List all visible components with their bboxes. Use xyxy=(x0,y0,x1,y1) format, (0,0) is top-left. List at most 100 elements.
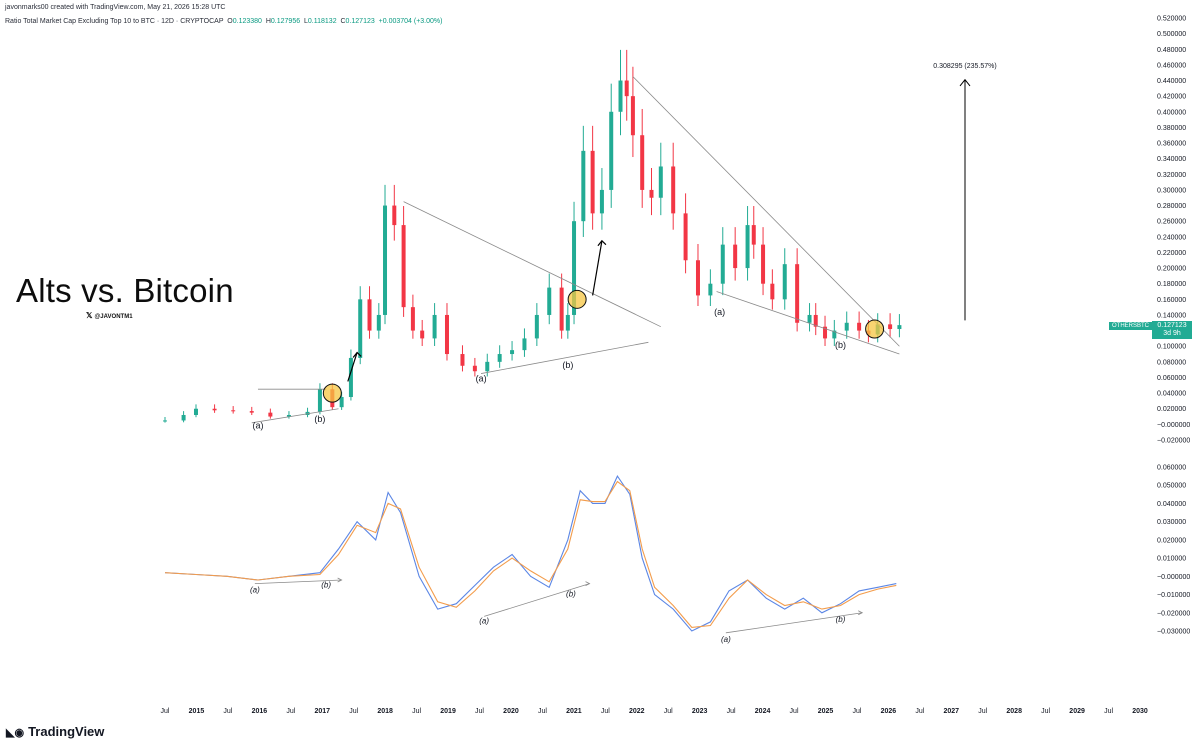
candle-body xyxy=(522,338,527,351)
candle-body xyxy=(857,322,862,331)
time-axis-tick: Jul xyxy=(915,708,924,715)
oscillator-axis-tick: 0.040000 xyxy=(1157,501,1186,508)
oscillator-axis-tick: 0.050000 xyxy=(1157,483,1186,490)
candle-body xyxy=(565,314,570,331)
oscillator-axis-tick: 0.020000 xyxy=(1157,537,1186,544)
low-value: 0.118132 xyxy=(307,18,337,25)
price-axis-tick: 0.400000 xyxy=(1157,109,1186,116)
time-axis-tick: 2030 xyxy=(1132,708,1148,715)
breakout-arrow xyxy=(592,239,607,296)
candle-body xyxy=(658,166,663,198)
oscillator-wave-label: (a) xyxy=(250,586,260,595)
bar-countdown: 3d 9h xyxy=(1163,330,1181,337)
candle-body xyxy=(708,283,713,296)
candle-body xyxy=(510,350,515,355)
candle-body xyxy=(444,314,449,355)
low-label: L xyxy=(304,18,308,25)
time-axis-tick: 2023 xyxy=(692,708,708,715)
change-value: +0.003704 (+3.00%) xyxy=(378,18,443,25)
candle-body xyxy=(807,314,812,323)
oscillator-axis-tick: 0.010000 xyxy=(1157,556,1186,563)
oscillator-wave-label: (b) xyxy=(566,589,576,598)
time-axis-tick: Jul xyxy=(538,708,547,715)
breakout-circle xyxy=(322,383,342,403)
symbol-price-tag: OTHERSBTC xyxy=(1109,322,1153,330)
time-axis-tick: Jul xyxy=(349,708,358,715)
candle-body xyxy=(761,244,766,284)
high-value: 0.127956 xyxy=(270,18,301,25)
candle-body xyxy=(624,80,629,97)
time-axis-tick: Jul xyxy=(223,708,232,715)
oscillator-axis-tick: −0.010000 xyxy=(1157,592,1190,599)
candle-body xyxy=(795,264,800,323)
candle-body xyxy=(599,189,604,214)
current-price: 0.127123 xyxy=(1157,322,1187,329)
candle-body xyxy=(547,287,552,315)
time-axis-tick: Jul xyxy=(664,708,673,715)
candle-body xyxy=(401,225,406,308)
wave-label: (a) xyxy=(476,373,487,383)
candle-body xyxy=(832,330,837,339)
price-axis-tick: 0.520000 xyxy=(1157,16,1186,23)
candle-body xyxy=(630,96,635,136)
candle-body xyxy=(695,260,700,296)
candle-body xyxy=(581,150,586,222)
trendline-arrowhead xyxy=(337,577,343,583)
oscillator-axis-tick: −0.000000 xyxy=(1157,574,1190,581)
price-axis-tick: 0.060000 xyxy=(1157,375,1186,382)
time-axis-tick: 2020 xyxy=(503,708,519,715)
trendline-arrowhead xyxy=(585,581,591,586)
candle-body xyxy=(348,357,353,398)
support-trendline xyxy=(251,408,339,424)
time-axis-tick: 2016 xyxy=(252,708,268,715)
candle-body xyxy=(485,361,490,372)
breakout-circle xyxy=(865,319,885,339)
candle-body xyxy=(286,414,291,417)
candle-body xyxy=(376,314,381,331)
candle-body xyxy=(460,354,465,366)
candle-body xyxy=(823,326,828,339)
price-axis-tick: 0.440000 xyxy=(1157,78,1186,85)
x-logo-icon: 𝕏 xyxy=(86,311,93,320)
candle-body xyxy=(733,244,738,269)
time-axis-tick: 2019 xyxy=(440,708,456,715)
candle-body xyxy=(745,225,750,269)
candle-body xyxy=(897,325,902,330)
candle-body xyxy=(649,189,654,198)
oscillator-wave-label: (a) xyxy=(721,635,731,644)
breakout-circle xyxy=(567,289,587,309)
time-axis-tick: Jul xyxy=(727,708,736,715)
symbol-name: Ratio Total Market Cap Excluding Top 10 … xyxy=(5,18,224,25)
close-value: 0.127123 xyxy=(345,18,375,25)
open-value: 0.123380 xyxy=(232,18,262,25)
time-axis-tick: Jul xyxy=(1041,708,1050,715)
arrow-shaft xyxy=(592,240,603,296)
candle-body xyxy=(420,330,425,339)
wave-label: (b) xyxy=(562,360,573,370)
price-axis-tick: 0.180000 xyxy=(1157,281,1186,288)
time-axis-tick: 2017 xyxy=(314,708,330,715)
candle-body xyxy=(268,412,273,417)
brand-footer[interactable]: ◣◉ TradingView xyxy=(6,724,104,739)
oscillator-trendline xyxy=(254,579,342,585)
candle-body xyxy=(497,354,502,362)
candle-body xyxy=(472,365,477,372)
candle-body xyxy=(572,221,577,315)
candle-body xyxy=(720,244,725,284)
oscillator-axis-tick: −0.020000 xyxy=(1157,610,1190,617)
wave-label: (b) xyxy=(314,414,325,424)
author-handle: 𝕏 @JAVONTM1 xyxy=(86,311,133,320)
candle-body xyxy=(193,408,198,415)
price-axis-tick: 0.240000 xyxy=(1157,234,1186,241)
candle-body xyxy=(317,389,322,412)
chart-title-overlay: Alts vs. Bitcoin xyxy=(16,272,234,309)
time-axis-tick: Jul xyxy=(601,708,610,715)
arrow-head xyxy=(352,351,362,358)
descending-trendline xyxy=(632,76,900,347)
time-axis-tick: 2015 xyxy=(189,708,205,715)
candle-body xyxy=(671,166,676,214)
time-axis-tick: Jul xyxy=(286,708,295,715)
candle-body xyxy=(163,420,167,422)
price-axis-tick: 0.220000 xyxy=(1157,250,1186,257)
